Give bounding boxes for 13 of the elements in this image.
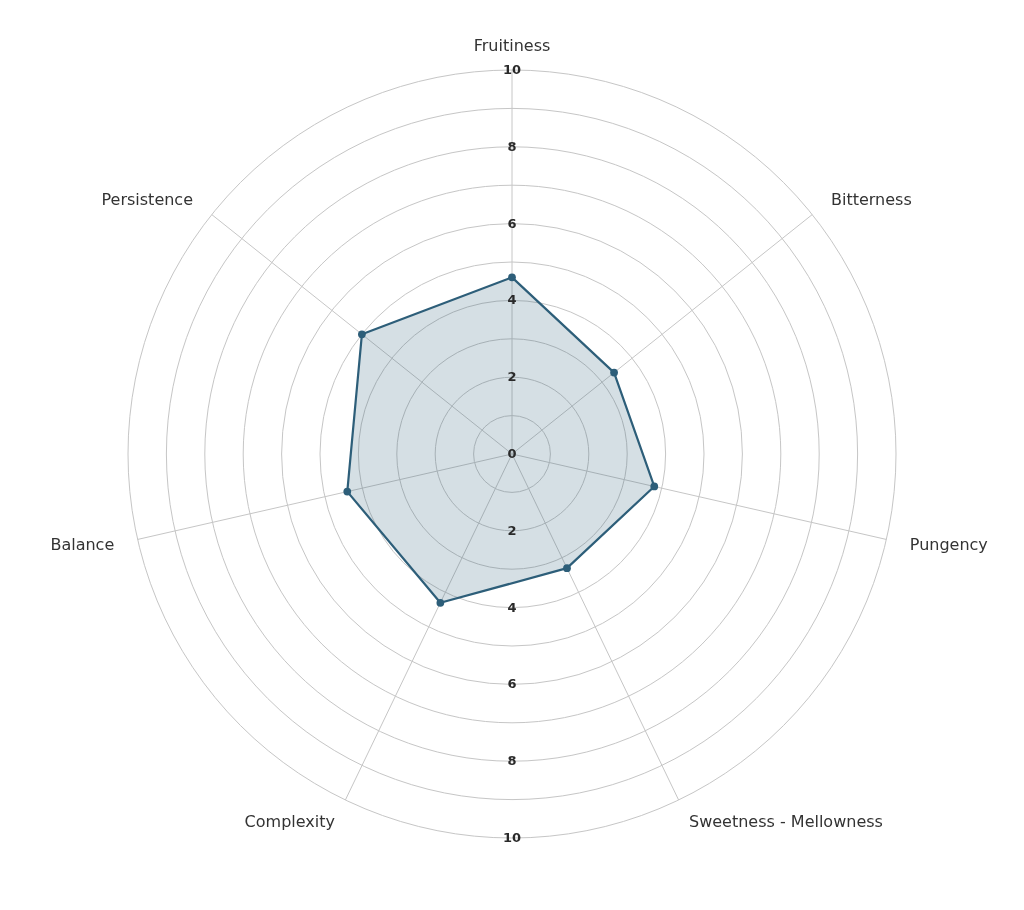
y-tick-label: 8 [507,753,517,769]
y-tick-label: 4 [507,599,517,615]
spoke-label: Fruitiness [473,36,551,55]
spoke-label: Pungency [909,534,988,554]
spoke-label: Complexity [244,811,335,831]
spoke-label: Bitterness [830,189,912,209]
spoke-label: Sweetness - Mellowness [689,811,883,831]
spoke-label: Persistence [101,189,194,209]
y-tick-label: 2 [507,522,517,538]
y-tick-label: 10 [502,830,522,845]
spoke-label: Balance [50,534,115,554]
y-tick-label: 0 [507,446,517,461]
y-tick-label: 6 [507,676,517,692]
